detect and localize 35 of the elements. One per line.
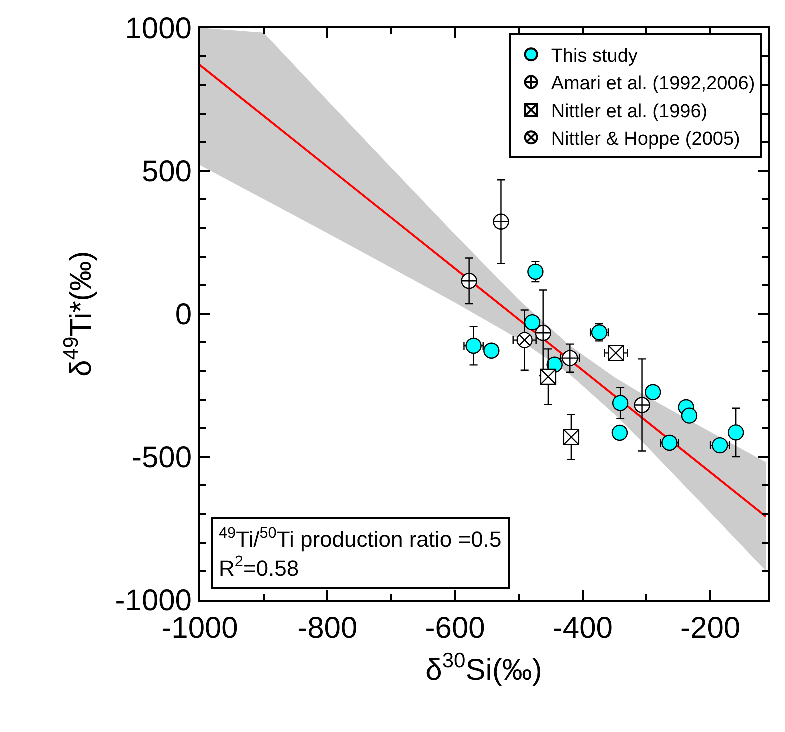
- x-tick-label: -400: [552, 612, 613, 645]
- point: [662, 434, 678, 452]
- point: [608, 345, 624, 362]
- point: [540, 368, 557, 386]
- point: [634, 397, 650, 414]
- y-tick-label: -500: [132, 442, 192, 474]
- point: [712, 437, 728, 454]
- point: [612, 424, 628, 442]
- y-tick-label: 1000: [125, 12, 192, 46]
- point: [535, 325, 552, 342]
- point: [681, 408, 698, 424]
- point: [563, 429, 580, 446]
- point: [562, 350, 578, 366]
- y-tick-label: 500: [142, 156, 192, 188]
- point: [645, 384, 662, 400]
- point: [728, 424, 744, 441]
- legend-label: Amari et al. (1992,2006): [551, 74, 756, 95]
- point: [524, 314, 541, 331]
- point: [528, 264, 544, 280]
- x-tick-label: -800: [298, 612, 358, 645]
- legend-label: Nittler et al. (1996): [551, 101, 708, 122]
- y-tick-label: 0: [175, 298, 192, 332]
- x-tick-label: -600: [425, 612, 486, 645]
- point: [461, 273, 478, 290]
- point: [466, 338, 482, 354]
- legend-label: This study: [551, 46, 638, 67]
- point: [612, 395, 629, 412]
- x-tick-label: -200: [680, 612, 741, 645]
- point: [516, 332, 533, 348]
- point: [591, 324, 608, 341]
- x-axis-title: δ$^{30}$Si(‰): [426, 649, 542, 687]
- line-series: [200, 64, 768, 518]
- text: $^{49}$Ti/$^{50}$Ti production ratio =0.5 R$^{2}$=0.58: [219, 525, 502, 581]
- legend-label: Nittler & Hoppe (2005): [551, 129, 740, 150]
- point: [484, 342, 500, 359]
